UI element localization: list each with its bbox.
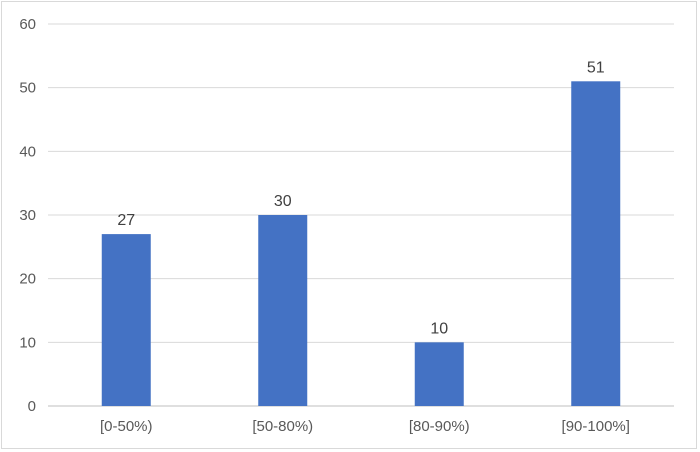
- data-label-1: 30: [274, 193, 292, 210]
- gridlines: [48, 23, 674, 407]
- bars: [101, 81, 621, 407]
- x-category-label-0: [0-50%): [100, 418, 153, 435]
- data-label-0: 27: [117, 212, 135, 229]
- bar-0: [101, 234, 151, 406]
- y-tick-label-10: 10: [19, 334, 36, 351]
- x-category-label-1: [50-80%): [252, 418, 313, 435]
- y-tick-label-60: 60: [19, 16, 36, 33]
- x-category-label-2: [80-90%): [409, 418, 470, 435]
- y-axis-tick-labels: 0 10 20 30 40 50 60: [19, 16, 36, 415]
- bar-1: [258, 215, 308, 406]
- y-tick-label-0: 0: [28, 398, 36, 415]
- y-tick-label-50: 50: [19, 80, 36, 97]
- y-tick-label-20: 20: [19, 271, 36, 288]
- data-label-3: 51: [587, 59, 605, 76]
- x-category-label-3: [90-100%]: [562, 418, 630, 435]
- bar-3: [571, 81, 621, 407]
- y-tick-label-40: 40: [19, 143, 36, 160]
- data-labels: 27 30 10 51: [117, 59, 604, 337]
- y-tick-label-30: 30: [19, 207, 36, 224]
- bar-2: [414, 342, 464, 406]
- data-label-2: 10: [430, 320, 448, 337]
- x-axis-category-labels: [0-50%) [50-80%) [80-90%) [90-100%]: [100, 418, 630, 435]
